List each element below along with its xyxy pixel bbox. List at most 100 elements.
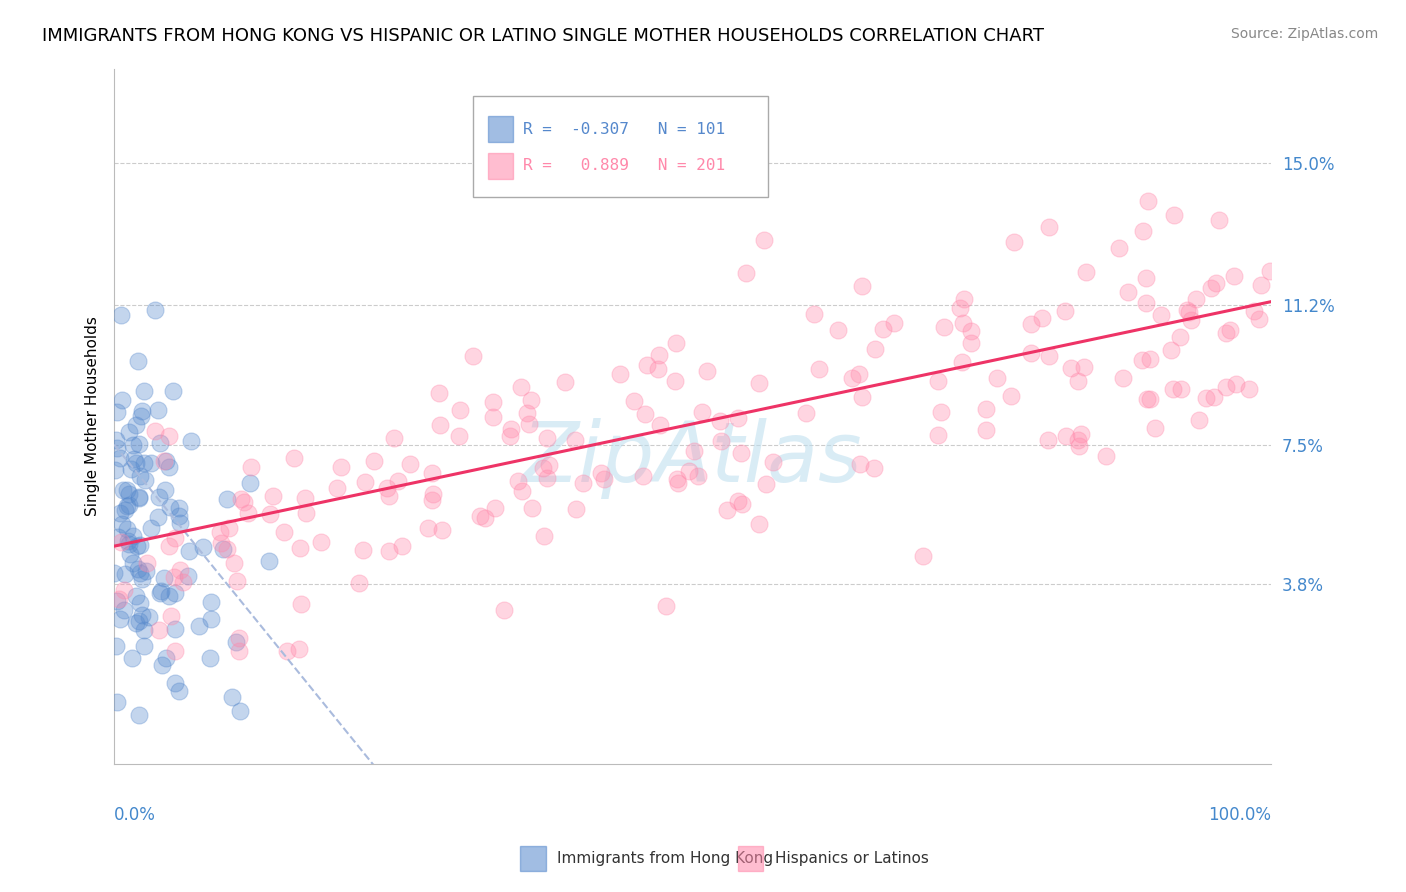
Point bbox=[1160, 343, 1182, 357]
Point bbox=[294, 491, 316, 505]
Point bbox=[654, 599, 676, 614]
Point bbox=[449, 402, 471, 417]
Point bbox=[163, 644, 186, 658]
Point bbox=[752, 233, 775, 247]
Point bbox=[633, 468, 655, 483]
Point bbox=[609, 367, 631, 381]
Point bbox=[165, 531, 187, 545]
Point bbox=[709, 414, 731, 428]
Point bbox=[117, 534, 139, 549]
Point bbox=[851, 278, 873, 293]
Point bbox=[329, 460, 352, 475]
Point bbox=[117, 522, 139, 536]
Point bbox=[239, 476, 262, 491]
Point bbox=[283, 450, 305, 465]
Point bbox=[229, 704, 252, 718]
Point bbox=[114, 566, 136, 581]
Point bbox=[520, 393, 543, 408]
Point bbox=[155, 453, 177, 467]
Point bbox=[159, 609, 181, 624]
Point bbox=[165, 676, 187, 690]
Point bbox=[827, 322, 849, 336]
Point bbox=[1135, 296, 1157, 310]
Point bbox=[1163, 208, 1185, 222]
Point bbox=[710, 434, 733, 448]
Point bbox=[110, 535, 132, 549]
Point bbox=[288, 641, 311, 656]
Point bbox=[273, 525, 295, 540]
Point bbox=[276, 644, 298, 658]
Point bbox=[107, 404, 129, 418]
Point bbox=[309, 535, 332, 549]
Point bbox=[148, 624, 170, 638]
Point bbox=[225, 635, 247, 649]
Point bbox=[1031, 311, 1053, 326]
Point bbox=[108, 591, 131, 606]
Point bbox=[949, 301, 972, 315]
Point bbox=[1250, 277, 1272, 292]
Point bbox=[950, 355, 973, 369]
Point bbox=[112, 602, 135, 616]
Point bbox=[974, 402, 997, 417]
Point bbox=[533, 529, 555, 543]
Point bbox=[1143, 421, 1166, 435]
Point bbox=[163, 570, 186, 584]
Point bbox=[748, 516, 770, 531]
Point bbox=[225, 574, 247, 588]
Point bbox=[517, 417, 540, 431]
Point bbox=[565, 501, 588, 516]
Point bbox=[1188, 412, 1211, 426]
Point bbox=[108, 612, 131, 626]
Point bbox=[155, 483, 177, 497]
Point bbox=[108, 507, 131, 521]
Point bbox=[1095, 450, 1118, 464]
Point bbox=[872, 322, 894, 336]
Point bbox=[748, 376, 770, 390]
Point bbox=[1223, 268, 1246, 283]
Point bbox=[167, 500, 190, 515]
Point bbox=[177, 543, 200, 558]
Text: 0.0%: 0.0% bbox=[114, 806, 156, 824]
Point bbox=[290, 597, 312, 611]
Point bbox=[794, 406, 817, 420]
Point bbox=[927, 428, 949, 442]
Point bbox=[510, 380, 533, 394]
Point bbox=[135, 564, 157, 578]
Point bbox=[1060, 361, 1083, 376]
Point bbox=[349, 575, 371, 590]
Point bbox=[484, 500, 506, 515]
Point bbox=[180, 434, 202, 449]
Point bbox=[134, 623, 156, 637]
Point bbox=[1036, 433, 1059, 447]
Point bbox=[1054, 304, 1077, 318]
Point bbox=[169, 508, 191, 523]
Point bbox=[198, 651, 221, 665]
Point bbox=[118, 486, 141, 500]
Point bbox=[122, 452, 145, 467]
Point bbox=[128, 491, 150, 505]
Point bbox=[727, 493, 749, 508]
Point bbox=[162, 384, 184, 399]
Point bbox=[665, 472, 688, 486]
Point bbox=[129, 469, 152, 483]
Point bbox=[118, 498, 141, 512]
Point bbox=[591, 466, 613, 480]
Point bbox=[231, 492, 253, 507]
Point bbox=[157, 459, 180, 474]
Point bbox=[146, 509, 169, 524]
Point bbox=[169, 516, 191, 531]
Point bbox=[665, 336, 688, 351]
Point bbox=[1195, 392, 1218, 406]
Point bbox=[664, 375, 686, 389]
Point bbox=[295, 506, 318, 520]
Point bbox=[862, 460, 884, 475]
Point bbox=[122, 438, 145, 452]
Point bbox=[1054, 429, 1077, 443]
Point bbox=[1150, 309, 1173, 323]
Point bbox=[240, 459, 263, 474]
Point bbox=[104, 463, 127, 477]
Text: ZipAtlas: ZipAtlas bbox=[522, 417, 863, 499]
FancyBboxPatch shape bbox=[488, 116, 513, 142]
Point bbox=[422, 487, 444, 501]
Point bbox=[236, 506, 259, 520]
